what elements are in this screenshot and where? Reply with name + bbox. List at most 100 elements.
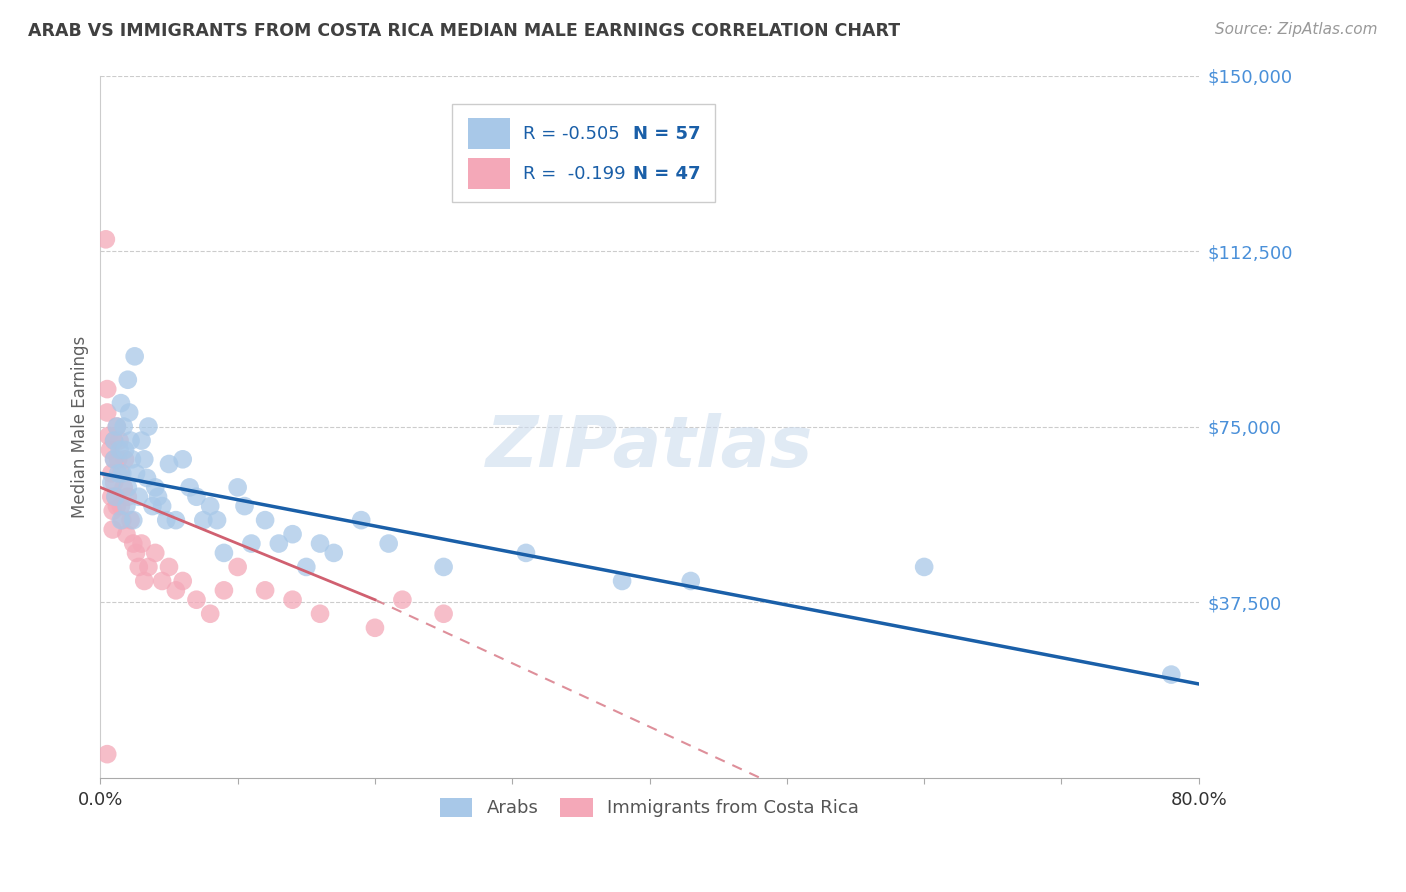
Point	[912, 560, 935, 574]
Legend: Arabs, Immigrants from Costa Rica: Arabs, Immigrants from Costa Rica	[433, 791, 866, 825]
Point	[309, 536, 332, 550]
Point	[186, 592, 208, 607]
Point	[157, 457, 180, 471]
Point	[186, 490, 208, 504]
Point	[172, 452, 194, 467]
Point	[198, 607, 221, 621]
Point	[131, 434, 153, 448]
Point	[433, 560, 456, 574]
Point	[240, 536, 263, 550]
Point	[350, 513, 373, 527]
Text: Source: ZipAtlas.com: Source: ZipAtlas.com	[1215, 22, 1378, 37]
Point	[103, 475, 125, 490]
Text: N = 57: N = 57	[633, 125, 700, 143]
Point	[134, 574, 156, 588]
Point	[136, 471, 159, 485]
Point	[101, 504, 124, 518]
Point	[267, 536, 290, 550]
Point	[110, 513, 132, 527]
Point	[111, 467, 134, 481]
Point	[117, 480, 139, 494]
Point	[120, 434, 142, 448]
Point	[103, 434, 125, 448]
Point	[117, 490, 139, 504]
Point	[198, 499, 221, 513]
Point	[433, 607, 456, 621]
Point	[122, 536, 145, 550]
Y-axis label: Median Male Earnings: Median Male Earnings	[72, 335, 89, 517]
Point	[1160, 667, 1182, 681]
Point	[205, 513, 228, 527]
Point	[110, 467, 132, 481]
Point	[118, 405, 141, 419]
Point	[212, 546, 235, 560]
Point	[134, 452, 156, 467]
Point	[281, 592, 304, 607]
Point	[105, 499, 128, 513]
Point	[515, 546, 537, 560]
Point	[105, 419, 128, 434]
Point	[138, 419, 160, 434]
Point	[104, 490, 127, 504]
Point	[172, 574, 194, 588]
Point	[100, 467, 122, 481]
Point	[115, 499, 138, 513]
Point	[122, 513, 145, 527]
Point	[391, 592, 413, 607]
Point	[105, 419, 128, 434]
Point	[120, 513, 142, 527]
Point	[146, 490, 169, 504]
Point	[124, 349, 146, 363]
Point	[128, 560, 150, 574]
Point	[125, 546, 148, 560]
Point	[281, 527, 304, 541]
Point	[125, 467, 148, 481]
Point	[254, 583, 277, 598]
Point	[295, 560, 318, 574]
Point	[98, 442, 121, 457]
Point	[128, 490, 150, 504]
Text: R =  -0.199: R = -0.199	[523, 165, 626, 183]
Point	[610, 574, 633, 588]
Point	[110, 499, 132, 513]
Point	[309, 607, 332, 621]
Bar	[451, 103, 716, 202]
Point	[322, 546, 344, 560]
Text: N = 47: N = 47	[633, 165, 700, 183]
Point	[254, 513, 277, 527]
Point	[96, 747, 118, 761]
Point	[212, 583, 235, 598]
Point	[103, 452, 125, 467]
Bar	[468, 118, 510, 149]
Point	[150, 574, 173, 588]
Point	[377, 536, 399, 550]
Point	[117, 373, 139, 387]
Point	[131, 536, 153, 550]
Point	[101, 523, 124, 537]
Point	[157, 560, 180, 574]
Point	[107, 452, 129, 467]
Point	[100, 475, 122, 490]
Point	[179, 480, 201, 494]
Point	[112, 419, 135, 434]
Point	[97, 429, 120, 443]
Point	[110, 396, 132, 410]
Point	[107, 467, 129, 481]
Point	[364, 621, 387, 635]
Text: ZIPatlas: ZIPatlas	[486, 413, 813, 482]
Point	[226, 560, 249, 574]
Point	[103, 452, 125, 467]
Point	[679, 574, 702, 588]
Point	[114, 442, 136, 457]
Point	[115, 527, 138, 541]
Point	[96, 405, 118, 419]
Bar	[468, 158, 510, 189]
Point	[233, 499, 256, 513]
Point	[226, 480, 249, 494]
Point	[165, 583, 187, 598]
Point	[96, 382, 118, 396]
Point	[108, 434, 131, 448]
Point	[121, 452, 143, 467]
Point	[143, 546, 166, 560]
Point	[104, 490, 127, 504]
